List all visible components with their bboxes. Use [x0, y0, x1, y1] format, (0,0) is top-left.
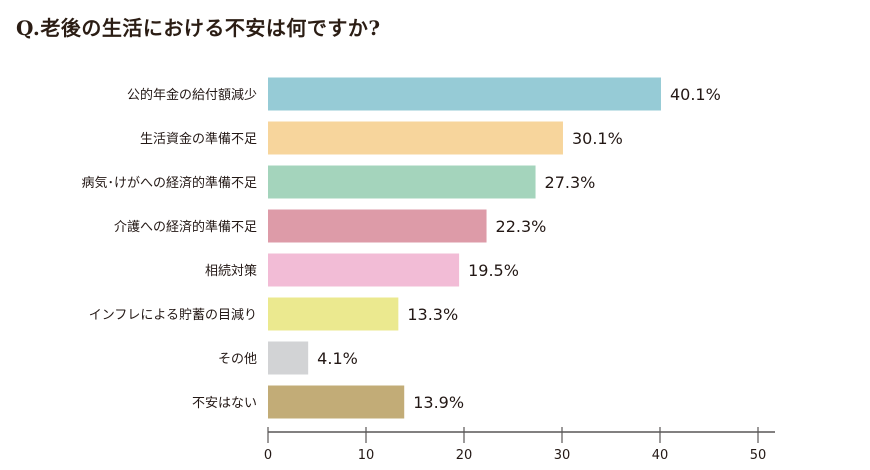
category-label: 公的年金の給付額減少	[127, 87, 257, 103]
bar	[268, 341, 309, 375]
bar	[268, 121, 563, 155]
bar	[268, 297, 399, 331]
bar	[268, 165, 536, 199]
value-label: 13.3%	[407, 305, 458, 324]
value-label: 27.3%	[545, 173, 596, 192]
category-label: 不安はない	[192, 396, 257, 411]
x-tick-label: 30	[554, 448, 571, 463]
bar	[268, 253, 460, 287]
bar	[268, 385, 405, 419]
x-tick-label: 20	[456, 448, 473, 463]
x-tick-label: 40	[652, 448, 669, 463]
category-label: 生活資金の準備不足	[140, 131, 257, 147]
chart-title: Q.老後の生活における不安は何ですか?	[16, 16, 381, 40]
category-label: インフレによる貯蓄の目減り	[89, 307, 257, 323]
category-label: 介護への経済的準備不足	[114, 219, 257, 235]
bar	[268, 209, 487, 243]
x-tick-label: 10	[358, 448, 375, 463]
value-label: 4.1%	[317, 349, 358, 368]
x-tick-label: 50	[750, 448, 767, 463]
value-label: 19.5%	[468, 261, 519, 280]
category-label: 病気･けがへの経済的準備不足	[81, 175, 257, 191]
value-label: 13.9%	[413, 393, 464, 412]
bar	[268, 77, 661, 111]
x-tick-label: 0	[264, 448, 272, 463]
value-label: 40.1%	[670, 85, 721, 104]
category-label: 相続対策	[205, 263, 257, 279]
category-label: その他	[218, 352, 257, 367]
value-label: 22.3%	[496, 217, 547, 236]
value-label: 30.1%	[572, 129, 623, 148]
